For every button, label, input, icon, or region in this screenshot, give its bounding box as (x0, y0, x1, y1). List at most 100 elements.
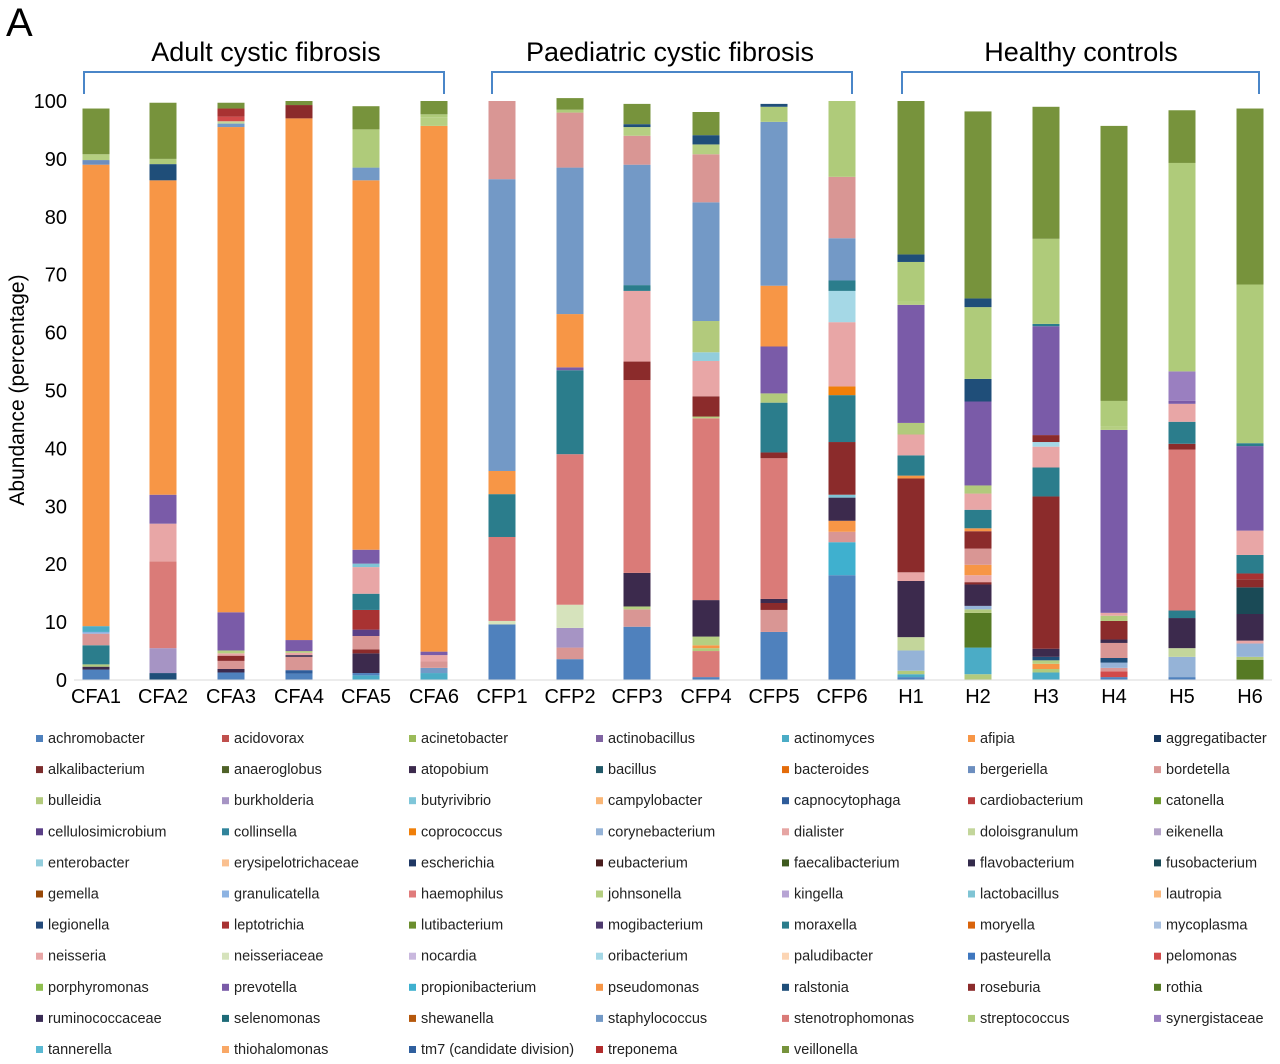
bar-segment-johnsonella (217, 650, 245, 654)
bar-segment-prevotella (556, 367, 584, 371)
legend-label: pelomonas (1166, 949, 1237, 965)
bar-segment-neisseria (1100, 612, 1128, 616)
y-axis: 0 10 20 30 40 50 60 70 80 90 100 (34, 91, 67, 692)
legend-item: atopobium (409, 762, 489, 778)
legend-label: afipia (980, 731, 1016, 747)
legend-item: nocardia (409, 949, 478, 965)
legend-item: escherichia (409, 855, 495, 871)
bar-segment-actinomyces (352, 675, 380, 680)
legend-swatch (782, 735, 789, 742)
legend-swatch (782, 890, 789, 898)
legend-label: thiohalomonas (234, 1042, 328, 1058)
bar-segment-moraxella (352, 593, 380, 610)
group-label-paediatric: Paediatric cystic fibrosis (526, 37, 814, 67)
legend-item: eubacterium (596, 855, 688, 871)
legend-swatch (1154, 1014, 1161, 1022)
bar-segment-burkholderia (556, 627, 584, 648)
bar-segment-pseudomonas (420, 125, 448, 652)
legend-label: cellulosimicrobium (48, 824, 166, 840)
bar-segment-moraxella (556, 370, 584, 455)
legend-swatch (968, 859, 975, 867)
legend-swatch (1154, 859, 1161, 867)
group-label-adult: Adult cystic fibrosis (151, 37, 381, 67)
legend-item: erysipelotrichaceae (222, 855, 359, 871)
legend-item: fusobacterium (1154, 855, 1257, 871)
legend-label: campylobacter (608, 793, 702, 809)
legend-item: gemella (36, 887, 100, 903)
legend-swatch (409, 983, 416, 991)
legend-label: ralstonia (794, 980, 850, 996)
legend-swatch (596, 797, 603, 805)
bar-segment-bordetella (623, 609, 651, 627)
bar-segment-prevotella (217, 612, 245, 651)
bar-segment-doloisgranulum (1168, 648, 1196, 657)
legend-swatch (1154, 983, 1161, 991)
x-category-label: H1 (898, 686, 924, 708)
legend-item: neisseria (36, 949, 107, 965)
bar-cfa1 (82, 108, 110, 680)
bar-segment-bordetella (964, 548, 992, 565)
bar-segment-lactobacillus (352, 563, 380, 568)
legend-swatch (1154, 766, 1161, 774)
bar-segment-atopobium (760, 598, 788, 603)
bar-segment-stenotrophomonas (760, 458, 788, 599)
legend-item: cellulosimicrobium (36, 824, 166, 840)
bar-segment-pseudomonas (556, 314, 584, 368)
bar-segment-atopobium (1100, 639, 1128, 643)
legend-swatch (596, 921, 603, 929)
bar-segment-stenotrophomonas (556, 454, 584, 605)
bar-segment-moraxella (623, 285, 651, 291)
legend-label: gemella (48, 887, 100, 903)
bar-segment-leptotrichia (352, 609, 380, 630)
y-tick-label: 20 (45, 554, 67, 576)
bar-segment-neisseria (285, 652, 313, 656)
bar-segment-achromobacter (82, 669, 110, 680)
bar-segment-ralstonia (1032, 656, 1060, 661)
legend-swatch (782, 1046, 789, 1053)
legend-item: propionibacterium (409, 980, 536, 996)
bar-segment-bordetella (217, 660, 245, 669)
legend-item: tm7 (candidate division) (409, 1042, 574, 1058)
bar-segment-atopobium (964, 584, 992, 606)
legend-label: faecalibacterium (794, 855, 900, 871)
legend-item: actinobacillus (596, 731, 695, 747)
bar-segment-corynebacterium (1100, 662, 1128, 668)
bar-segment-prevotella (1168, 400, 1196, 404)
bar-segment-bordetella (828, 176, 856, 239)
legend-label: staphylococcus (608, 1011, 707, 1027)
bar-segment-ralstonia (623, 124, 651, 128)
x-category-label: CFP2 (544, 686, 595, 708)
legend-item: bacillus (596, 762, 656, 778)
legend-label: acidovorax (234, 731, 305, 747)
bar-segment-stenotrophomonas (1168, 449, 1196, 611)
bar-segment-streptococcus (828, 101, 856, 177)
legend-label: pasteurella (980, 949, 1052, 965)
legend-label: lutibacterium (421, 918, 503, 934)
bar-segment-bulleidia (285, 651, 313, 653)
legend-label: erysipelotrichaceae (234, 855, 359, 871)
bar-segment-roseburia (964, 582, 992, 585)
bar-segment-corynebacterium (1236, 643, 1264, 657)
legend-label: actinobacillus (608, 731, 695, 747)
bar-segment-streptococcus (1032, 238, 1060, 324)
bar-segment-neisseria (964, 575, 992, 583)
legend-label: lactobacillus (980, 887, 1059, 903)
bar-segment-streptococcus (1168, 162, 1196, 372)
legend-swatch (596, 890, 603, 898)
bar-segment-veillonella (692, 112, 720, 136)
legend-swatch (409, 859, 416, 867)
group-brackets (83, 71, 1260, 94)
bar-segment-roseburia (692, 396, 720, 417)
legend-item: corynebacterium (596, 824, 715, 840)
bar-segment-staphylococcus (556, 167, 584, 315)
legend-label: granulicatella (234, 887, 320, 903)
legend-swatch (36, 983, 43, 991)
bar-segment-bordetella (488, 101, 516, 180)
bar-segment-moraxella (964, 509, 992, 529)
bar-segment-bulleidia (897, 670, 925, 675)
bar-segment-staphylococcus (692, 202, 720, 322)
legend-item: bacteroides (782, 762, 869, 778)
bar-segment-staphylococcus (352, 167, 380, 181)
bar-cfa3 (217, 102, 245, 680)
bar-segment-stenotrophomonas (149, 561, 177, 649)
